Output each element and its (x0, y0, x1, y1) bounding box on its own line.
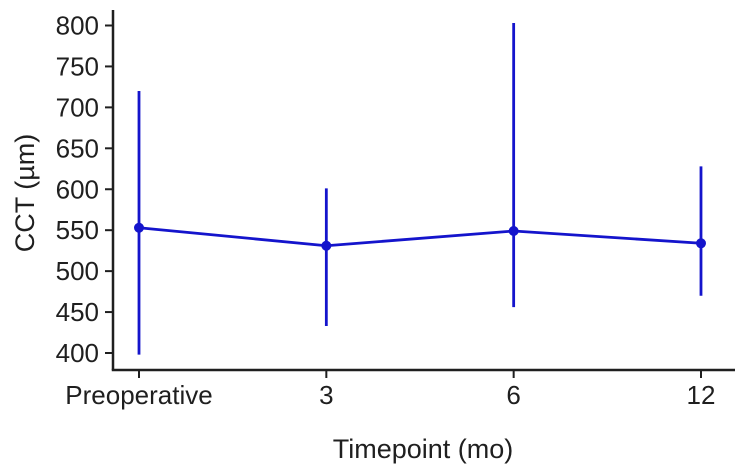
y-axis-tick-label: 750 (56, 51, 99, 81)
y-axis-tick-label: 400 (56, 338, 99, 368)
x-axis-tick-label: 6 (506, 380, 520, 410)
data-point-marker (321, 240, 332, 251)
y-axis-tick-label: 550 (56, 215, 99, 245)
x-axis-title: Timepoint (mo) (333, 434, 514, 464)
y-axis-tick-label: 600 (56, 174, 99, 204)
x-axis-tick-label: 3 (319, 380, 333, 410)
data-point-marker (134, 222, 144, 233)
x-axis-tick-label: Preoperative (65, 380, 212, 410)
x-axis-tick-label: 12 (687, 380, 716, 410)
data-point-marker (508, 226, 519, 237)
data-point-marker (695, 238, 706, 249)
series-layer (134, 23, 706, 355)
y-axis-tick-label: 450 (56, 297, 99, 327)
y-axis-title: CCT (µm) (10, 134, 40, 253)
y-axis-tick-label: 700 (56, 92, 99, 122)
axes-layer: 400 450 500 550 600 650 700 750 800 Preoperative 3… (56, 10, 735, 410)
y-axis-tick-label: 800 (56, 11, 99, 41)
y-axis-tick-label: 650 (56, 133, 99, 163)
series-line (138, 226, 702, 248)
y-axis-tick-label: 500 (56, 256, 99, 286)
